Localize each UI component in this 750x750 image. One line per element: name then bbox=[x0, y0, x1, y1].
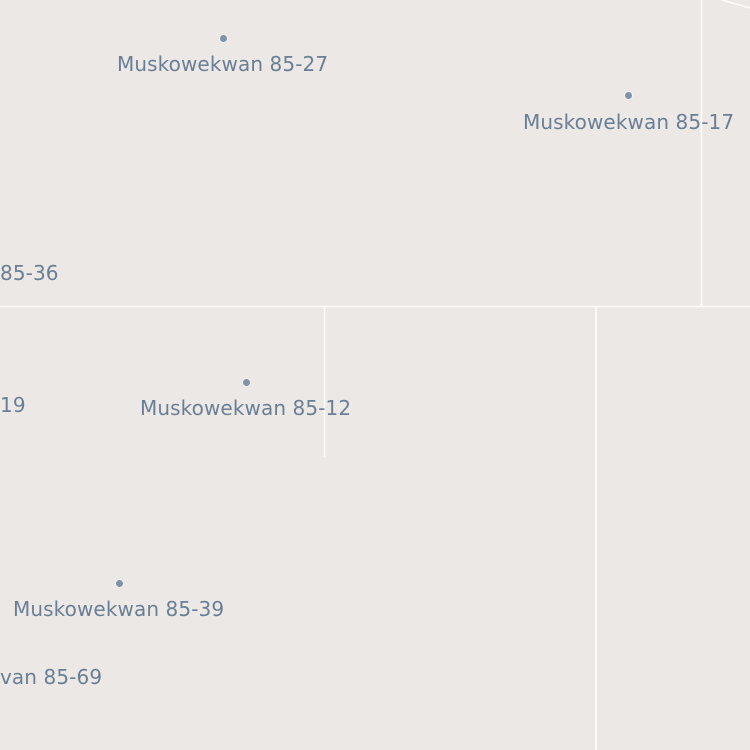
place-label-85-69[interactable]: van 85-69 bbox=[0, 665, 103, 689]
place-label-85-12[interactable]: Muskowekwan 85-12 bbox=[140, 396, 352, 420]
boundary-line bbox=[721, 0, 750, 9]
place-marker-85-27[interactable] bbox=[219, 34, 228, 43]
place-label-85-17[interactable]: Muskowekwan 85-17 bbox=[523, 110, 735, 134]
place-label-85-19[interactable]: 19 bbox=[0, 393, 26, 417]
place-marker-85-17[interactable] bbox=[624, 91, 633, 100]
place-marker-85-39[interactable] bbox=[115, 579, 124, 588]
place-label-85-27[interactable]: Muskowekwan 85-27 bbox=[117, 52, 329, 76]
place-marker-85-12[interactable] bbox=[242, 378, 251, 387]
place-label-85-36[interactable]: 85-36 bbox=[0, 261, 59, 285]
place-label-85-39[interactable]: Muskowekwan 85-39 bbox=[13, 597, 225, 621]
